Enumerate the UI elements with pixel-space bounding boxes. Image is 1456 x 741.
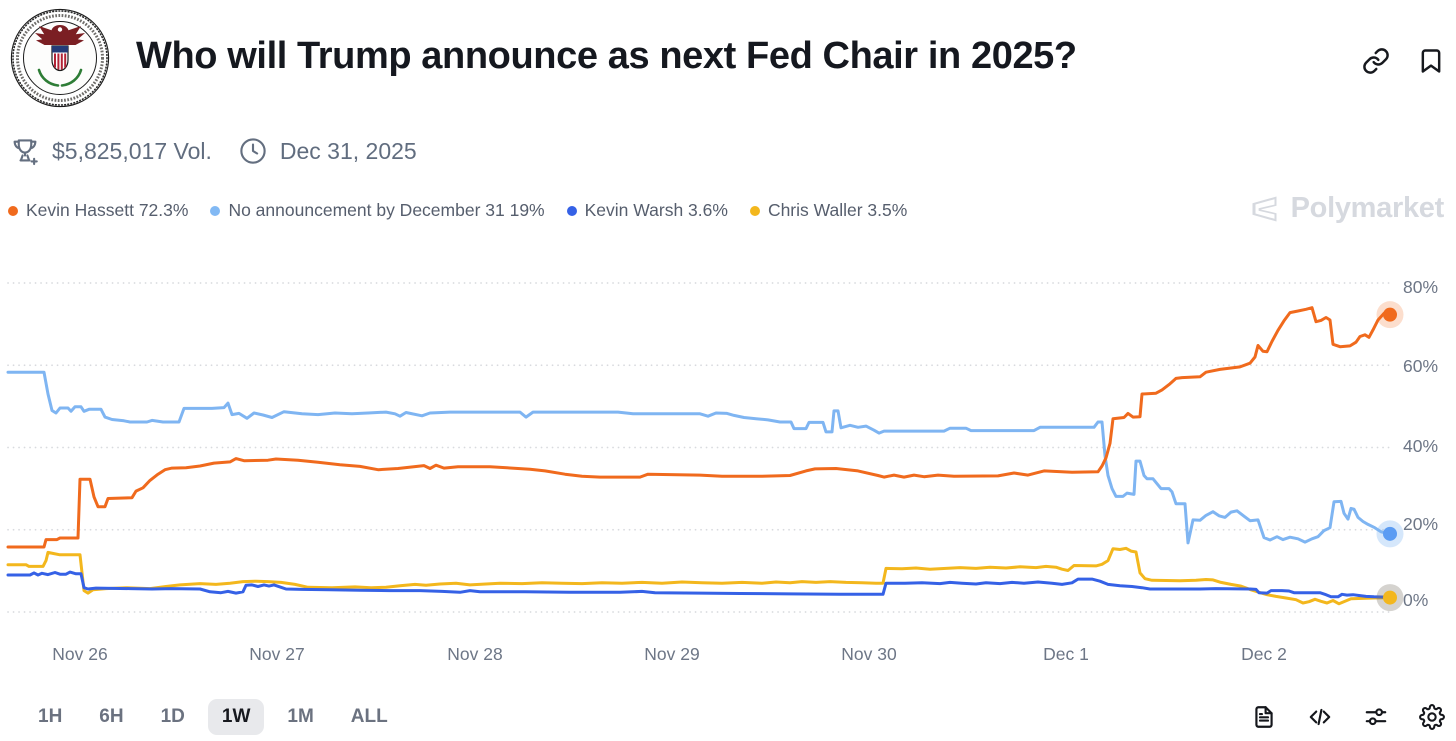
polymarket-logo-icon <box>1252 196 1277 221</box>
legend-label: Kevin Warsh 3.6% <box>584 200 728 220</box>
series-line-chris-waller <box>6 546 1392 606</box>
chart-tools <box>1251 704 1445 730</box>
legend-label: Kevin Hassett 72.3% <box>26 200 189 220</box>
legend-dot <box>210 205 221 216</box>
time-range-selector: 1H 6H 1D 1W 1M ALL <box>24 699 402 735</box>
legend-item-2: Kevin Warsh 3.6% <box>566 200 728 221</box>
chart-legend: Kevin Hassett 72.3% No announcement by De… <box>8 200 907 221</box>
legend-item-3: Chris Waller 3.5% <box>749 200 908 221</box>
time-range-6h[interactable]: 6H <box>99 706 124 727</box>
time-range-1d[interactable]: 1D <box>160 706 185 727</box>
chart-settings-sliders-icon[interactable] <box>1363 704 1389 730</box>
x-tick-nov-29: Nov 29 <box>644 644 700 664</box>
end-dot-no-announcement-by-december-31 <box>1383 526 1397 541</box>
polymarket-watermark[interactable]: Polymarket <box>1245 192 1444 225</box>
legend-dot <box>566 205 577 216</box>
eagle <box>35 25 85 45</box>
series-line-no-announcement-by-december-31 <box>6 370 1392 545</box>
legend-item-1: No announcement by December 31 19% <box>210 200 545 221</box>
end-dot-chris-waller <box>1383 590 1397 605</box>
volume-value: $5,825,017 Vol. <box>52 137 212 164</box>
document-icon[interactable] <box>1251 704 1277 730</box>
polymarket-wordmark: Polymarket <box>1290 192 1445 224</box>
x-tick-dec-2: Dec 2 <box>1241 644 1287 664</box>
time-range-all[interactable]: ALL <box>350 706 388 727</box>
link-icon[interactable] <box>1362 47 1390 75</box>
legend-dot <box>749 205 760 216</box>
legend-label: No announcement by December 31 19% <box>228 200 545 220</box>
time-range-1m[interactable]: 1M <box>287 706 314 727</box>
x-tick-nov-27: Nov 27 <box>249 644 305 664</box>
time-range-1w[interactable]: 1W <box>207 699 265 735</box>
clock-icon <box>240 138 266 164</box>
market-stats: $5,825,017 Vol. Dec 31, 2025 <box>10 134 417 168</box>
x-tick-dec-1: Dec 1 <box>1043 644 1089 664</box>
federal-reserve-seal <box>10 8 110 108</box>
y-tick-60%: 60% <box>1403 356 1439 376</box>
y-tick-0%: 0% <box>1403 590 1429 610</box>
end-date: Dec 31, 2025 <box>279 137 417 164</box>
volume-trophy-icon <box>13 139 38 166</box>
series-line-kevin-hassett <box>6 306 1392 549</box>
y-tick-80%: 80% <box>1403 277 1439 297</box>
laurel-branches <box>37 68 83 87</box>
end-dot-halo <box>1376 301 1404 329</box>
legend-dot <box>8 205 18 216</box>
gear-icon[interactable] <box>1419 704 1445 730</box>
end-dot-halo <box>1376 584 1404 612</box>
x-tick-nov-28: Nov 28 <box>447 644 503 664</box>
time-range-1h[interactable]: 1H <box>38 706 63 727</box>
y-tick-20%: 20% <box>1403 514 1439 534</box>
x-tick-nov-26: Nov 26 <box>52 644 108 664</box>
legend-label: Chris Waller 3.5% <box>767 200 908 220</box>
x-tick-nov-30: Nov 30 <box>841 644 897 664</box>
page-title: Who will Trump announce as next Fed Chai… <box>136 35 1077 77</box>
series-line-kevin-warsh <box>6 570 1392 599</box>
end-dot-halo <box>1376 520 1404 548</box>
end-dot-kevin-hassett <box>1383 307 1397 322</box>
y-tick-40%: 40% <box>1403 436 1439 456</box>
legend-item-0: Kevin Hassett 72.3% <box>8 200 188 221</box>
bookmark-icon[interactable] <box>1417 47 1445 75</box>
embed-code-icon[interactable] <box>1307 704 1333 730</box>
